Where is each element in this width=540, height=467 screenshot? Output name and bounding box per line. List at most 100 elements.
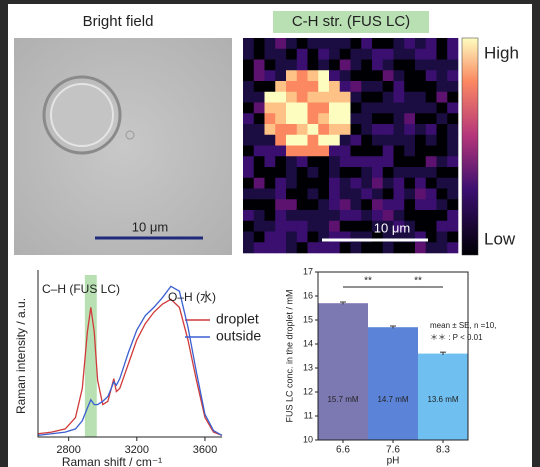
heatmap-cell [447, 145, 459, 157]
heatmap-cell [329, 167, 341, 179]
heatmap-cell [286, 70, 298, 82]
heatmap-cell [329, 145, 341, 157]
heatmap-cell [350, 177, 362, 189]
heatmap-cell [339, 199, 351, 211]
highlight-band [84, 275, 97, 437]
heatmap-cell [318, 231, 330, 243]
heatmap-cell [404, 81, 416, 93]
heatmap-cell [436, 156, 448, 168]
heatmap-cell [393, 59, 405, 71]
heatmap-cell [404, 134, 416, 146]
heatmap-cell [329, 199, 341, 211]
heatmap-cell [382, 156, 394, 168]
heatmap-cell [286, 134, 298, 146]
heatmap-cell [243, 81, 255, 93]
heatmap-cell [275, 102, 287, 114]
colorbar [461, 37, 479, 256]
heatmap-cell [372, 91, 384, 103]
heatmap-cell [286, 91, 298, 103]
line [37, 285, 223, 437]
heatmap-cell [393, 48, 405, 60]
heatmap-cell [296, 134, 308, 146]
heatmap-cell [415, 242, 427, 254]
heatmap-cell [393, 156, 405, 168]
heatmap-cell [243, 156, 255, 168]
heatmap-cell [318, 48, 330, 60]
heatmap-cell [286, 124, 298, 136]
heatmap-cell [253, 134, 265, 146]
heatmap-cell [447, 231, 459, 243]
legend-label: outside [216, 328, 261, 344]
heatmap-cell [350, 188, 362, 200]
heatmap-cell [329, 134, 341, 146]
heatmap-cell [296, 70, 308, 82]
heatmap-cell [329, 156, 341, 168]
heatmap-cell [372, 167, 384, 179]
heatmap-cell [447, 156, 459, 168]
heatmap-cell [425, 156, 437, 168]
heatmap-cell [404, 70, 416, 82]
heatmap-cell [286, 210, 298, 222]
heatmap-cell [415, 48, 427, 60]
heatmap-cell [425, 188, 437, 200]
heatmap-cell [307, 113, 319, 125]
heatmap-cell [264, 124, 276, 136]
heatmap-cell [339, 113, 351, 125]
heatmap-cell [425, 242, 437, 254]
heatmap-cell [415, 199, 427, 211]
heatmap-cell [307, 134, 319, 146]
heatmap-cell [350, 102, 362, 114]
heatmap-cell [393, 220, 405, 232]
annotation: C–H (FUS LC) [42, 282, 120, 296]
heatmap-cell [436, 242, 448, 254]
heatmap-cell [404, 156, 416, 168]
heatmap-cell [318, 102, 330, 114]
heatmap-cell [372, 48, 384, 60]
heatmap-cell [243, 199, 255, 211]
heatmap-cell [404, 220, 416, 232]
axis [37, 270, 222, 438]
heatmap-cell [382, 113, 394, 125]
heatmap-cell [372, 102, 384, 114]
heatmap-cell [286, 156, 298, 168]
heatmap-cell [382, 38, 394, 50]
heatmap-cell [243, 145, 255, 157]
heatmap-cell [350, 210, 362, 222]
heatmap-cell [447, 113, 459, 125]
heatmap-cell [264, 81, 276, 93]
heatmap-cell [447, 59, 459, 71]
heatmap-cell [393, 145, 405, 157]
heatmap-cell [372, 231, 384, 243]
panel-title: C-H str. (FUS LC) [292, 13, 410, 30]
bar [318, 303, 368, 440]
heatmap-cell [436, 38, 448, 50]
heatmap-cell [382, 59, 394, 71]
heatmap-cell [318, 210, 330, 222]
heatmap-cell [253, 48, 265, 60]
heatmap-cell [372, 70, 384, 82]
heatmap-cell [318, 91, 330, 103]
x-tick-label: 3600 [193, 444, 217, 456]
heatmap-cell [372, 199, 384, 211]
heatmap-cell [447, 70, 459, 82]
heatmap-cell [382, 48, 394, 60]
heatmap-cell [329, 231, 341, 243]
heatmap-cell [425, 134, 437, 146]
y-tick-label: 12 [303, 386, 313, 396]
heatmap-cell [264, 134, 276, 146]
y-tick-label: 14 [303, 338, 313, 348]
heatmap-cell [296, 199, 308, 211]
significance-label: ** [414, 276, 422, 287]
heatmap-cell [339, 242, 351, 254]
heatmap-cell [415, 91, 427, 103]
heatmap-cell [318, 242, 330, 254]
heatmap-cell [393, 102, 405, 114]
heatmap-cell [404, 102, 416, 114]
heatmap-cell [350, 48, 362, 60]
heatmap-cell [382, 124, 394, 136]
heatmap-cell [415, 59, 427, 71]
heatmap-cell [243, 177, 255, 189]
heatmap-cell [296, 156, 308, 168]
heatmap-cell [404, 91, 416, 103]
heatmap-cell [264, 177, 276, 189]
